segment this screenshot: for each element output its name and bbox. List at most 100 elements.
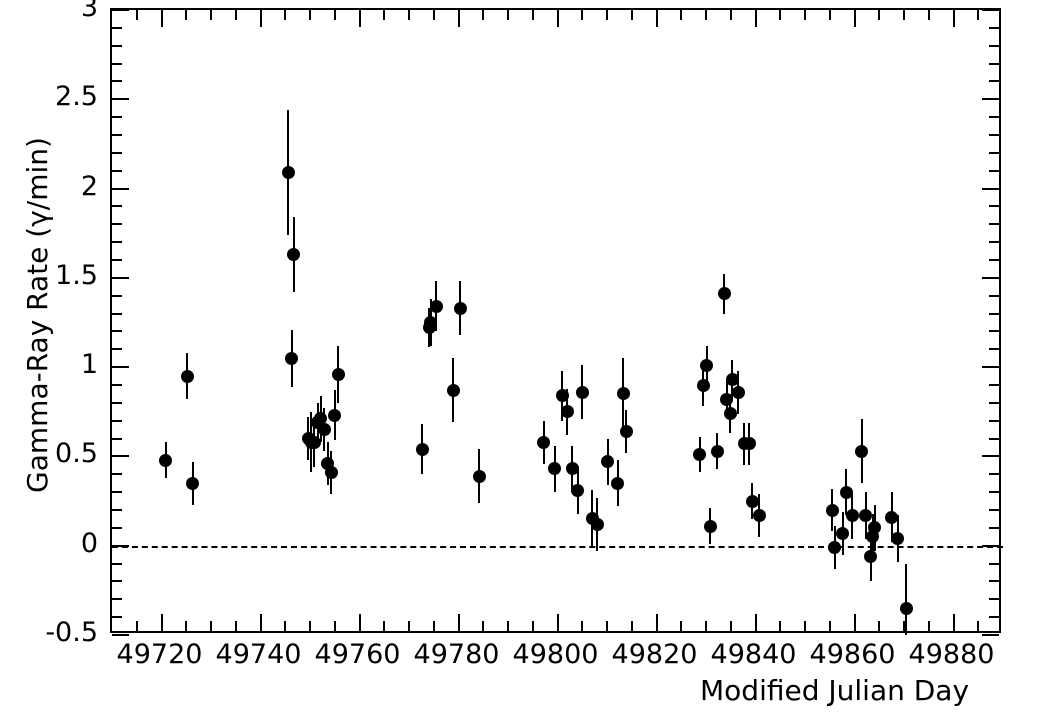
data-point-marker[interactable] [453, 301, 467, 315]
zero-rate-reference-line [112, 545, 1003, 548]
x-axis-minor-tick-top [531, 10, 534, 20]
data-point-marker[interactable] [571, 483, 585, 497]
y-axis-minor-tick-right [989, 330, 999, 333]
data-point-marker[interactable] [180, 369, 194, 383]
data-point-marker[interactable] [891, 532, 905, 546]
data-point-marker[interactable] [415, 442, 429, 456]
x-axis-minor-tick [878, 621, 881, 631]
x-axis-minor-tick-top [779, 10, 782, 20]
y-axis-major-tick [112, 9, 129, 11]
x-axis-minor-tick-top [581, 10, 584, 20]
data-point-marker[interactable] [472, 469, 486, 483]
data-point-marker[interactable] [723, 407, 737, 421]
y-axis-minor-tick [112, 348, 122, 351]
data-point-marker[interactable] [700, 358, 714, 372]
data-point-marker[interactable] [845, 508, 859, 522]
data-point-marker[interactable] [899, 601, 913, 615]
data-point-marker[interactable] [446, 383, 460, 397]
y-axis-minor-tick-right [989, 116, 999, 119]
y-axis-minor-tick-right [989, 473, 999, 476]
data-point-marker[interactable] [825, 503, 839, 517]
y-axis-minor-tick-right [989, 419, 999, 422]
data-point-marker[interactable] [328, 408, 342, 422]
data-point-marker[interactable] [560, 405, 574, 419]
y-axis-minor-tick-right [989, 44, 999, 47]
data-point-marker[interactable] [548, 462, 562, 476]
data-point-marker[interactable] [285, 351, 299, 365]
x-axis-tick-label: 49780 [413, 639, 500, 670]
data-point-marker[interactable] [287, 248, 301, 262]
x-axis-minor-tick [630, 621, 633, 631]
y-axis-minor-tick [112, 62, 122, 65]
data-point-marker[interactable] [828, 541, 842, 554]
x-axis-minor-tick-top [333, 10, 336, 20]
x-axis-minor-tick [432, 621, 435, 631]
data-point-marker[interactable] [186, 476, 200, 490]
y-axis-minor-tick [112, 205, 122, 208]
data-point-marker[interactable] [429, 299, 443, 313]
y-axis-minor-tick [112, 151, 122, 154]
data-point-marker[interactable] [693, 448, 707, 462]
x-axis-minor-tick [482, 621, 485, 631]
data-point-marker[interactable] [868, 521, 882, 535]
y-axis-minor-tick [112, 401, 122, 404]
x-axis-minor-tick-top [729, 10, 732, 20]
data-point-marker[interactable] [331, 367, 345, 381]
x-axis-minor-tick [581, 621, 584, 631]
data-point-marker[interactable] [616, 387, 630, 401]
y-axis-minor-tick [112, 419, 122, 422]
x-axis-minor-tick-top [804, 10, 806, 20]
data-point-marker[interactable] [859, 508, 873, 522]
x-axis-minor-tick [828, 621, 831, 631]
y-axis-minor-tick-right [989, 562, 999, 565]
data-point-marker[interactable] [710, 444, 724, 458]
y-axis-minor-tick [112, 26, 122, 29]
x-axis-major-tick-top [358, 10, 361, 27]
x-axis-tick-label: 49720 [116, 639, 203, 670]
y-axis-minor-tick [112, 330, 122, 333]
data-point-marker[interactable] [317, 423, 331, 437]
data-point-marker[interactable] [731, 385, 745, 399]
x-axis-major-tick-top [655, 10, 658, 27]
data-point-marker[interactable] [836, 526, 850, 540]
x-axis-minor-tick [977, 621, 980, 631]
y-axis-minor-tick-right [989, 223, 999, 226]
data-point-marker[interactable] [611, 476, 625, 490]
y-axis-tick-label: 0.5 [55, 438, 98, 470]
data-point-marker[interactable] [885, 510, 899, 524]
data-point-marker[interactable] [703, 519, 717, 533]
data-point-marker[interactable] [725, 373, 739, 387]
data-point-marker[interactable] [745, 494, 759, 508]
y-axis-minor-tick-right [989, 491, 999, 494]
data-point-marker[interactable] [752, 508, 766, 522]
y-axis-tick-label: 1 [80, 349, 98, 381]
data-point-marker[interactable] [555, 389, 569, 403]
data-point-marker[interactable] [575, 385, 589, 399]
y-axis-major-tick [112, 634, 129, 636]
x-axis-minor-tick [680, 621, 683, 631]
x-axis-minor-tick-top [408, 10, 410, 20]
data-point-marker[interactable] [281, 166, 295, 179]
data-point-marker[interactable] [619, 424, 633, 438]
y-axis-minor-tick [112, 437, 122, 440]
x-axis-major-tick [358, 614, 361, 631]
data-point-marker[interactable] [864, 549, 878, 563]
data-point-marker[interactable] [424, 316, 438, 329]
x-axis-minor-tick-top [977, 10, 980, 20]
x-axis-minor-tick-top [185, 10, 188, 20]
y-axis-minor-tick [112, 598, 122, 601]
y-axis-major-tick [112, 187, 129, 190]
y-axis-minor-tick [112, 509, 122, 511]
data-point-marker[interactable] [717, 287, 731, 301]
data-point-marker[interactable] [324, 466, 338, 479]
data-point-marker[interactable] [565, 462, 579, 476]
x-axis-major-tick [457, 614, 460, 631]
data-point-marker[interactable] [537, 435, 551, 449]
data-point-marker[interactable] [590, 517, 604, 531]
data-point-marker[interactable] [839, 485, 853, 499]
data-point-marker[interactable] [601, 455, 615, 469]
x-axis-tick-label: 49880 [908, 639, 995, 670]
data-point-marker[interactable] [742, 437, 756, 451]
data-point-marker[interactable] [159, 453, 173, 467]
data-point-marker[interactable] [855, 444, 869, 458]
